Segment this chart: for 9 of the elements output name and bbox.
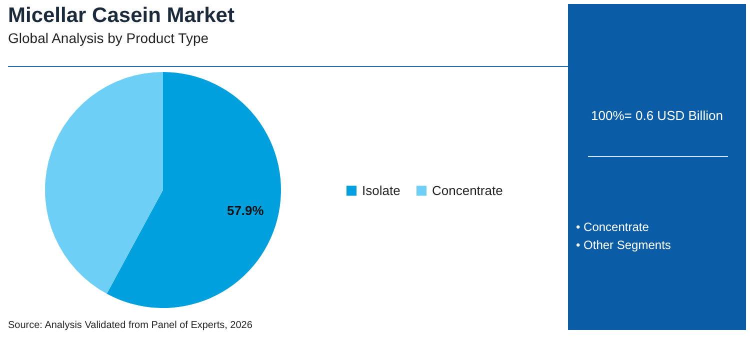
chart-title: Micellar Casein Market <box>8 4 234 28</box>
pie-slice <box>45 72 163 294</box>
data-label: 57.9% <box>226 202 264 218</box>
chart-subtitle: Global Analysis by Product Type <box>8 30 209 46</box>
legend-label: Isolate <box>362 182 400 198</box>
pie-slice <box>106 72 281 308</box>
legend-label: Concentrate <box>432 182 503 198</box>
source-note: Source: Analysis Validated from Panel of Experts, 2026 <box>8 320 252 331</box>
info-panel: 100%= 0.6 USD Billion • Concentrate • Other Segments <box>568 4 746 330</box>
